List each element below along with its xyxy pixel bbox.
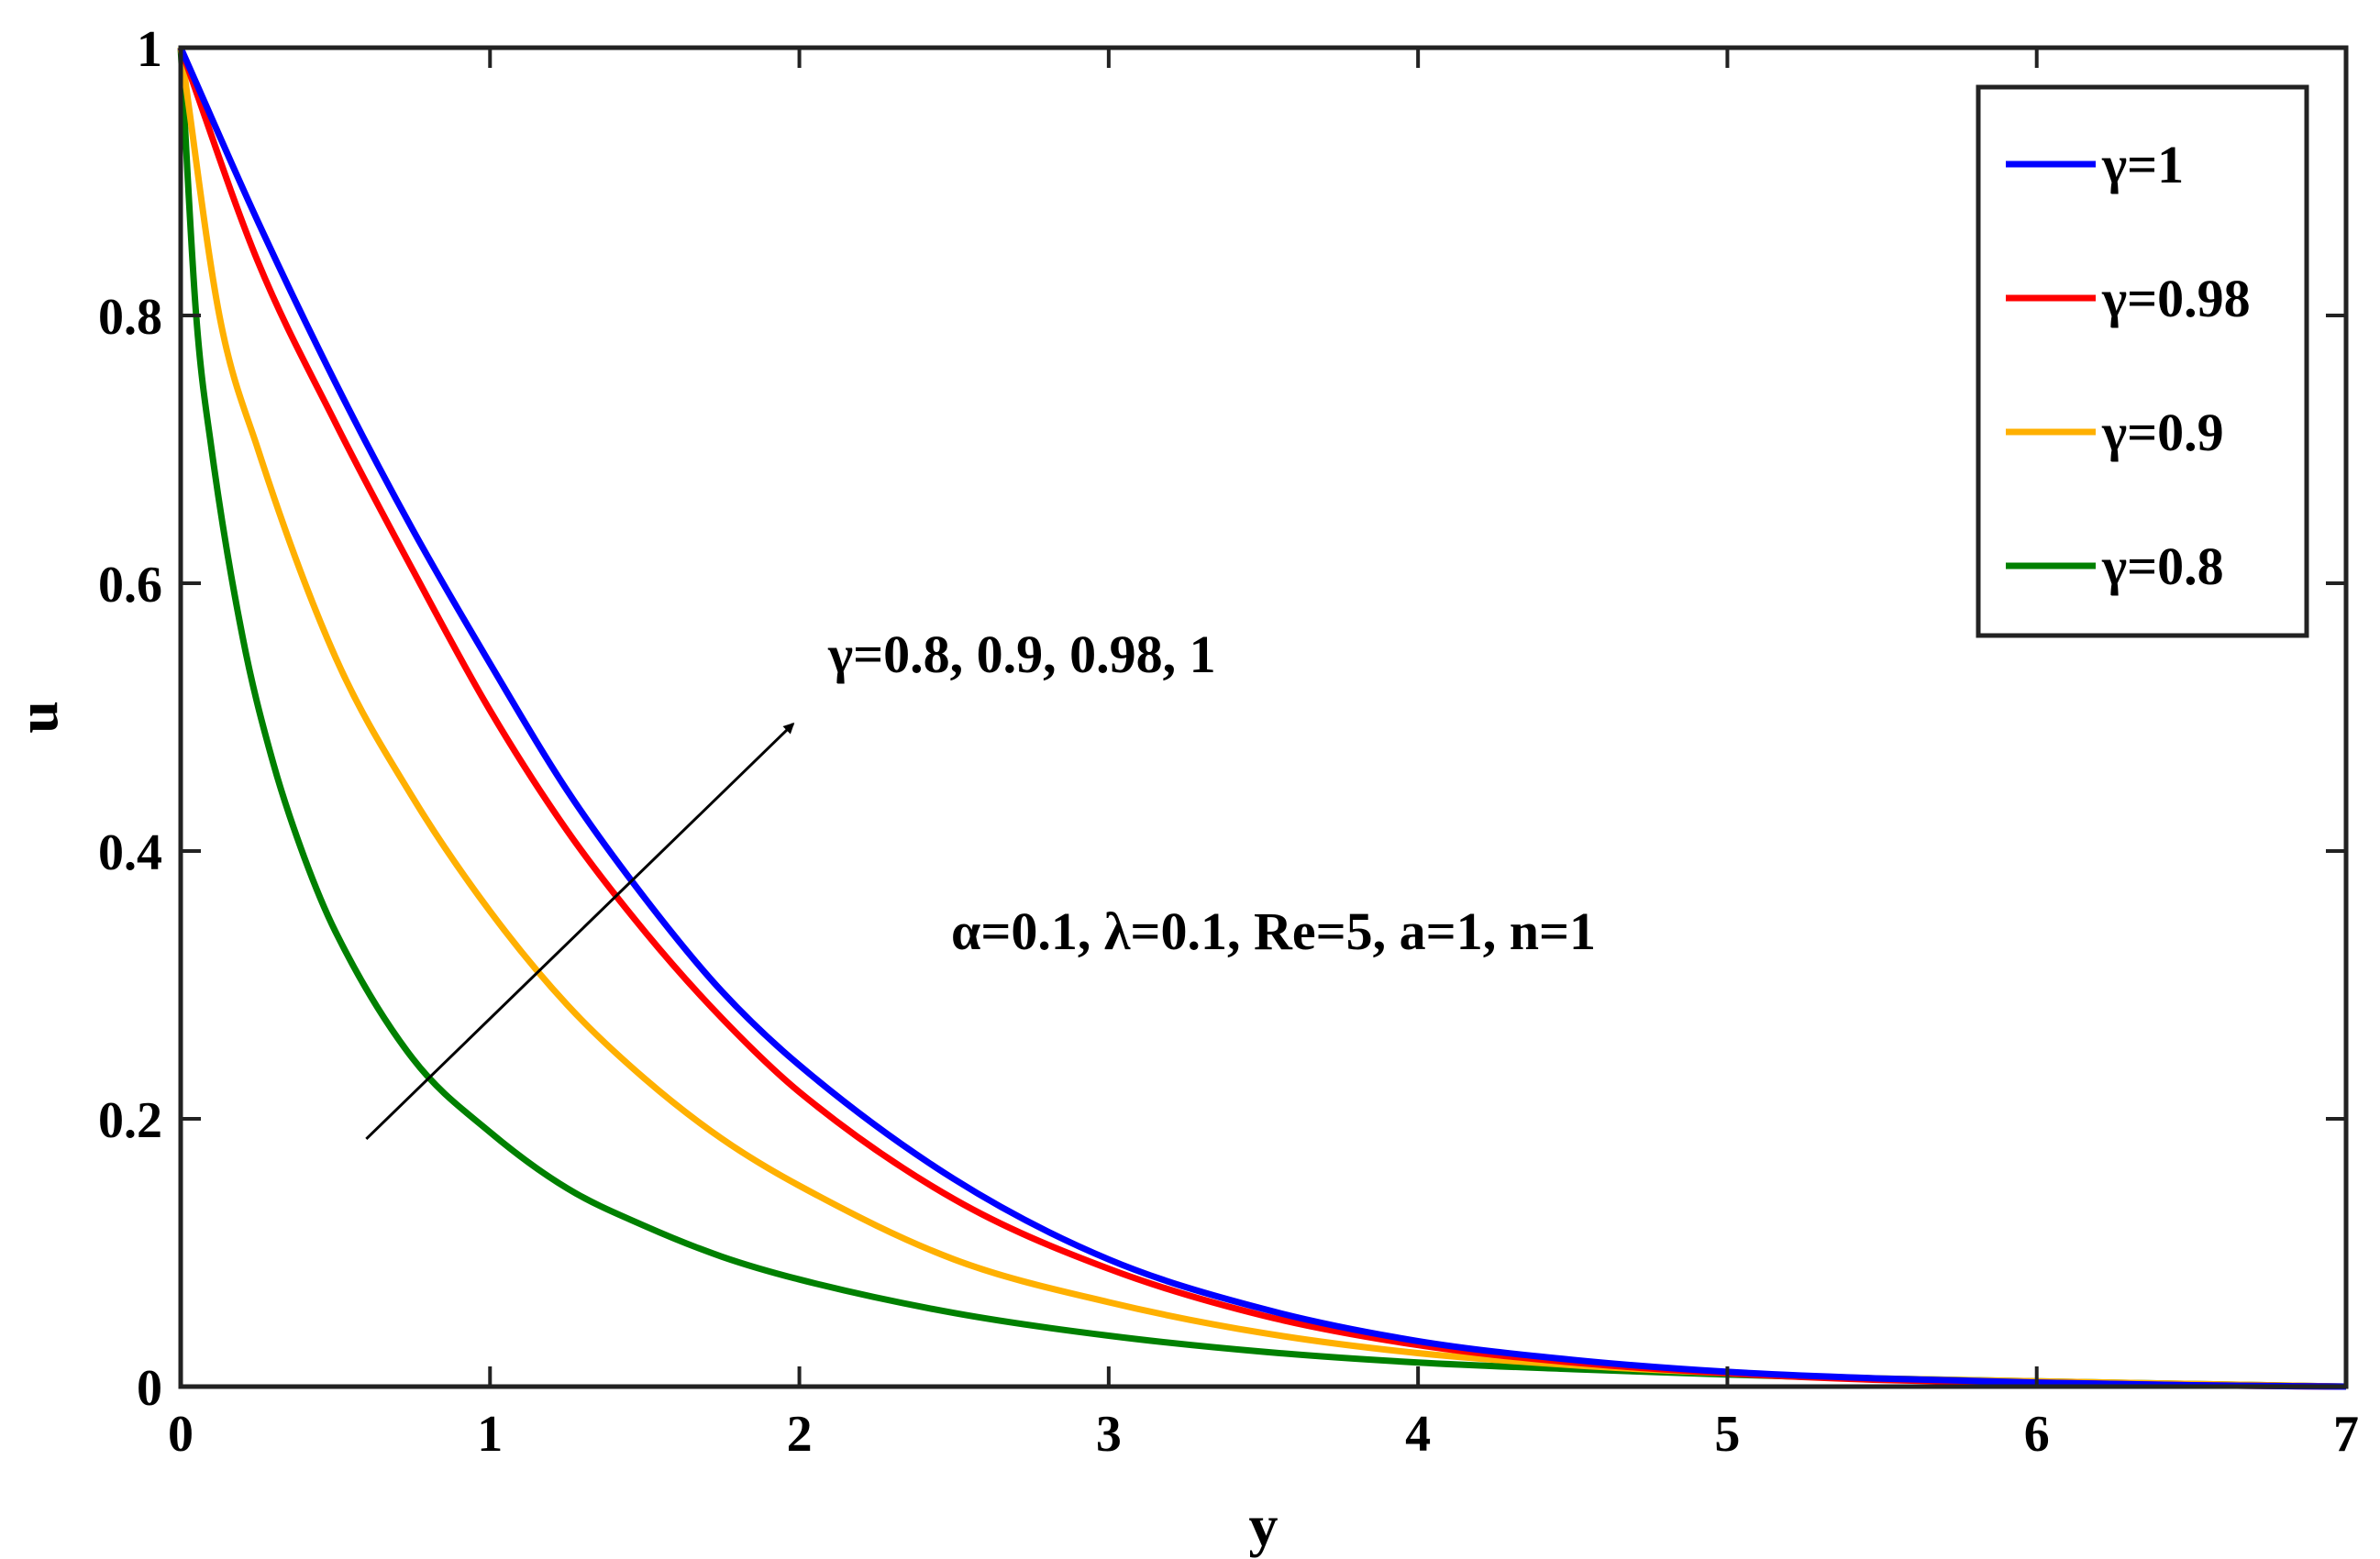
legend-label-4: γ=0.8 — [2101, 536, 2224, 596]
legend-label-1: γ=1 — [2101, 135, 2184, 194]
y-tick-label: 0.6 — [98, 557, 162, 614]
series-line-1 — [177, 46, 2347, 1390]
legend: γ=1 γ=0.98 γ=0.9 γ=0.8 — [1976, 84, 2309, 638]
x-tick-label: 3 — [1096, 1406, 1122, 1463]
y-axis-label: u — [5, 701, 70, 734]
x-tick-label: 7 — [2333, 1406, 2359, 1463]
y-tick-label: 0 — [137, 1360, 162, 1417]
y-tick-label: 1 — [137, 21, 162, 78]
legend-label-2: γ=0.98 — [2101, 269, 2251, 328]
x-tick-label: 1 — [477, 1406, 503, 1463]
legend-box — [1976, 84, 2309, 638]
y-tick-label: 0.2 — [98, 1092, 162, 1149]
trend-arrow — [365, 722, 795, 1140]
plot-lines — [177, 46, 2347, 1390]
plot-frame — [178, 45, 2349, 1389]
x-axis-label: y — [1249, 1493, 1279, 1558]
x-tick-label: 6 — [2024, 1406, 2050, 1463]
x-tick-label: 0 — [168, 1406, 194, 1463]
annotation-gamma-values: γ=0.8, 0.9, 0.98, 1 — [827, 625, 1216, 684]
x-tick-label: 4 — [1405, 1406, 1431, 1463]
x-tick-label: 5 — [1714, 1406, 1740, 1463]
y-tick-label: 0.4 — [98, 824, 162, 881]
y-tick-label: 0.8 — [98, 289, 162, 346]
ticks — [179, 46, 2348, 1388]
tick-labels: 0 1 2 3 4 5 6 7 0 0.2 0.4 0.6 0.8 1 — [98, 21, 2359, 1463]
annotation-parameters: α=0.1, λ=0.1, Re=5, a=1, n=1 — [951, 901, 1596, 961]
x-tick-label: 2 — [787, 1406, 813, 1463]
legend-label-3: γ=0.9 — [2101, 403, 2224, 462]
